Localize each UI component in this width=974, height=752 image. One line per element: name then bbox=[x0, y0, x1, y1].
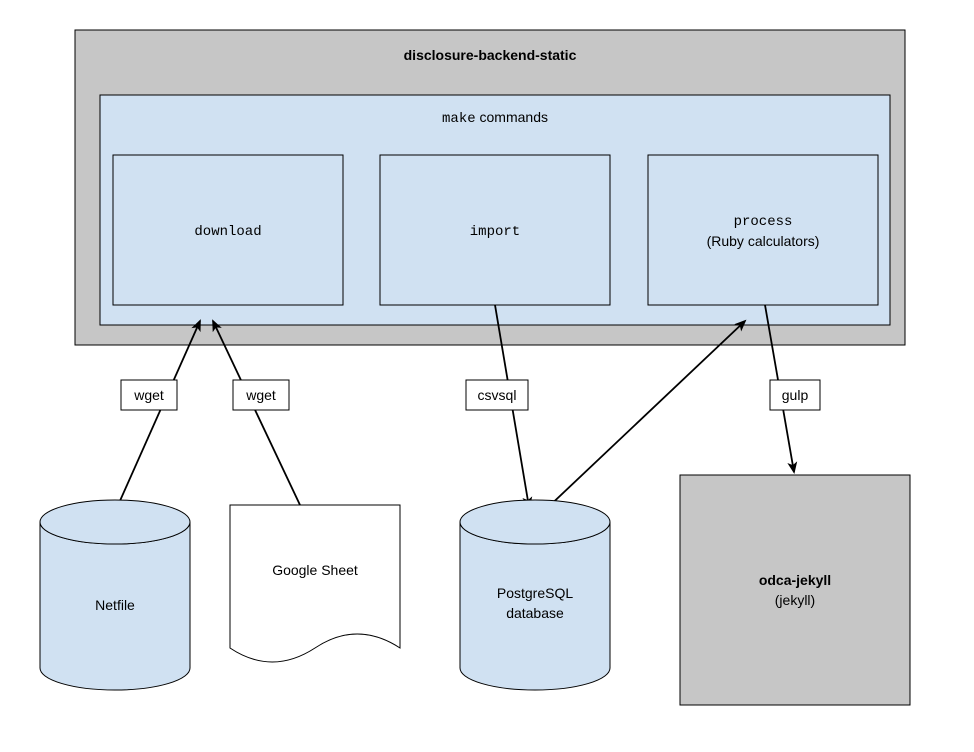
edge-label-wget1: wget bbox=[121, 380, 177, 410]
architecture-diagram: disclosure-backend-static make commands … bbox=[0, 0, 974, 752]
edge-label-gulp: gulp bbox=[770, 380, 820, 410]
step-import-label: import bbox=[470, 224, 520, 240]
svg-text:gulp: gulp bbox=[782, 387, 809, 403]
source-postgres-label1: PostgreSQL bbox=[497, 585, 573, 601]
step-download: download bbox=[113, 155, 343, 305]
container-make-title: make commands bbox=[442, 109, 548, 127]
edge-label-wget2: wget bbox=[233, 380, 289, 410]
edge-labels: wget wget csvsql gulp bbox=[121, 380, 820, 410]
container-title: disclosure-backend-static bbox=[404, 47, 577, 63]
svg-text:wget: wget bbox=[133, 387, 164, 403]
source-netfile: Netfile bbox=[40, 500, 190, 690]
source-gsheet: Google Sheet bbox=[230, 505, 400, 662]
step-process: process (Ruby calculators) bbox=[648, 155, 878, 305]
source-gsheet-label: Google Sheet bbox=[272, 562, 358, 578]
step-import: import bbox=[380, 155, 610, 305]
step-download-label: download bbox=[194, 224, 261, 240]
edge-label-csvsql: csvsql bbox=[466, 380, 528, 410]
edge-netfile-download bbox=[115, 321, 200, 512]
source-jekyll-label: odca-jekyll bbox=[759, 572, 831, 588]
source-netfile-label: Netfile bbox=[95, 597, 135, 613]
edge-gsheet-download bbox=[213, 321, 300, 505]
svg-text:wget: wget bbox=[245, 387, 276, 403]
step-process-sub: (Ruby calculators) bbox=[707, 233, 820, 249]
svg-text:csvsql: csvsql bbox=[478, 387, 517, 403]
source-postgres-label2: database bbox=[506, 605, 564, 621]
source-postgres: PostgreSQL database bbox=[460, 500, 610, 690]
source-jekyll: odca-jekyll (jekyll) bbox=[680, 475, 910, 705]
source-jekyll-sub: (jekyll) bbox=[775, 592, 815, 608]
step-process-label: process bbox=[734, 214, 793, 230]
